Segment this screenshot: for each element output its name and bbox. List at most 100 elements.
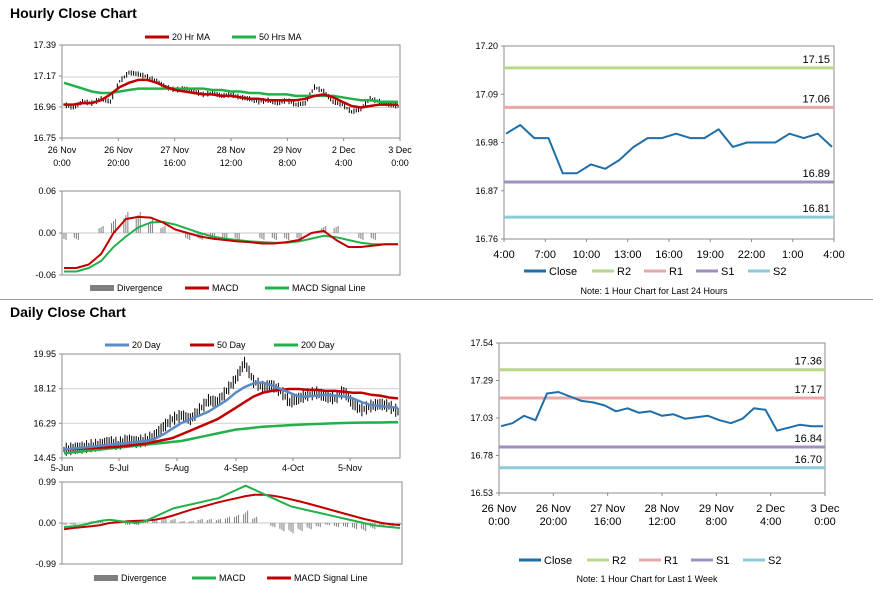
hourly-pivots-y-tick-label: 17.20 bbox=[475, 41, 498, 51]
hourly-pivots-legend-r2-label: R2 bbox=[617, 266, 631, 278]
hourly-price-x-tick-label: 20:00 bbox=[107, 158, 130, 168]
weekly-pivots-x-tick-label: 0:00 bbox=[814, 516, 835, 528]
weekly-pivots-y-tick-label: 16.53 bbox=[470, 488, 493, 498]
hourly-price-y-tick-label: 17.39 bbox=[33, 40, 56, 50]
hourly-macd-signal-line bbox=[64, 220, 398, 273]
hourly-price-y-tick-label: 17.17 bbox=[33, 71, 56, 81]
weekly-pivots-legend-s1-label: S1 bbox=[716, 555, 729, 567]
hourly-pivots-note: Note: 1 Hour Chart for Last 24 Hours bbox=[580, 286, 728, 296]
weekly-pivots-y-tick-label: 17.29 bbox=[470, 376, 493, 386]
hourly-price-x-tick-label: 8:00 bbox=[279, 158, 297, 168]
daily-20day-line bbox=[63, 381, 399, 451]
hourly-price-x-tick-label: 0:00 bbox=[53, 158, 71, 168]
hourly-price-x-tick-label: 16:00 bbox=[163, 158, 186, 168]
daily-legend-20day-label: 20 Day bbox=[132, 340, 161, 350]
hourly-macd-macd-line bbox=[64, 215, 398, 269]
hourly-pivots-legend-s1-label: S1 bbox=[721, 266, 734, 278]
weekly-pivots-x-tick-label: 4:00 bbox=[760, 516, 781, 528]
daily-price-x-tick-label: 4-Sep bbox=[224, 463, 248, 473]
hourly-price-x-tick-label: 29 Nov bbox=[273, 145, 302, 155]
hourly-price-y-tick-label: 16.75 bbox=[33, 133, 56, 143]
hourly-pivots-x-tick-label: 16:00 bbox=[655, 249, 683, 261]
section-divider bbox=[0, 299, 873, 300]
hourly-pivots-level-s2-label: 16.81 bbox=[802, 203, 830, 215]
hourly-pivots-y-tick-label: 16.98 bbox=[475, 138, 498, 148]
hourly-pivots-x-tick-label: 7:00 bbox=[535, 249, 556, 261]
weekly-pivots-close-line bbox=[500, 391, 823, 432]
hourly-20hr-ma-line bbox=[64, 78, 398, 109]
weekly-pivots-y-tick-label: 17.03 bbox=[470, 413, 493, 423]
daily-macd-legend-divergence-swatch bbox=[94, 575, 118, 581]
hourly-price-y-tick-label: 16.96 bbox=[33, 102, 56, 112]
hourly-pivots-legend-close-label: Close bbox=[549, 266, 577, 278]
hourly-pivots-frame bbox=[503, 45, 835, 240]
hourly-macd-y-tick-label: 0.06 bbox=[38, 186, 56, 196]
weekly-pivots-y-tick-label: 17.54 bbox=[470, 338, 493, 348]
weekly-pivots-x-tick-label: 29 Nov bbox=[699, 503, 734, 515]
hourly-macd-legend-divergence-swatch bbox=[90, 285, 114, 291]
weekly-pivots-level-r2-label: 17.36 bbox=[794, 356, 822, 368]
hourly-pivots-x-tick-label: 22:00 bbox=[738, 249, 766, 261]
daily-macd-y-tick-label: 0.00 bbox=[38, 518, 56, 528]
daily-50day-line bbox=[63, 387, 399, 451]
daily-price-x-tick-label: 5-Nov bbox=[338, 463, 363, 473]
hourly-price-x-tick-label: 2 Dec bbox=[332, 145, 356, 155]
hourly-price-x-tick-label: 27 Nov bbox=[160, 145, 189, 155]
weekly-pivots-frame bbox=[498, 342, 826, 494]
daily-price-y-tick-label: 16.29 bbox=[33, 418, 56, 428]
daily-price-y-tick-label: 14.45 bbox=[33, 453, 56, 463]
weekly-pivots-level-s1-label: 16.84 bbox=[794, 433, 822, 445]
daily-macd-macd-line bbox=[63, 484, 401, 529]
weekly-pivots-legend-s2-label: S2 bbox=[768, 555, 781, 567]
weekly-pivots-x-tick-label: 28 Nov bbox=[645, 503, 680, 515]
hourly-pivots-legend-s2-label: S2 bbox=[773, 266, 786, 278]
weekly-pivots-x-tick-label: 20:00 bbox=[540, 516, 568, 528]
weekly-pivots-legend-close-label: Close bbox=[544, 555, 572, 567]
daily-price-x-tick-label: 5-Jun bbox=[51, 463, 74, 473]
hourly-pivots-y-tick-label: 16.76 bbox=[475, 234, 498, 244]
hourly-price-x-tick-label: 4:00 bbox=[335, 158, 353, 168]
hourly-macd-y-tick-label: -0.06 bbox=[35, 270, 56, 280]
weekly-pivots-legend-r1-label: R1 bbox=[664, 555, 678, 567]
daily-macd-signal-line bbox=[63, 493, 401, 531]
daily-legend-50day-label: 50 Day bbox=[217, 340, 246, 350]
hourly-price-x-tick-label: 26 Nov bbox=[48, 145, 77, 155]
weekly-pivots-x-tick-label: 0:00 bbox=[488, 516, 509, 528]
hourly-pivots-x-tick-label: 19:00 bbox=[696, 249, 724, 261]
daily-macd-legend-divergence-label: Divergence bbox=[121, 573, 167, 583]
hourly-macd-legend-signal-label: MACD Signal Line bbox=[292, 283, 366, 293]
daily-price-x-tick-label: 5-Jul bbox=[109, 463, 129, 473]
hourly-pivots-x-tick-label: 10:00 bbox=[573, 249, 601, 261]
weekly-pivots-x-tick-label: 27 Nov bbox=[590, 503, 625, 515]
daily-200day-line bbox=[63, 420, 399, 455]
weekly-pivots-x-tick-label: 3 Dec bbox=[811, 503, 840, 515]
daily-macd-legend-signal-label: MACD Signal Line bbox=[294, 573, 368, 583]
weekly-pivots-level-s2-label: 16.70 bbox=[794, 454, 822, 466]
hourly-pivots-close-line bbox=[505, 124, 833, 175]
weekly-pivots-legend-r2-label: R2 bbox=[612, 555, 626, 567]
hourly-price-x-tick-label: 26 Nov bbox=[104, 145, 133, 155]
weekly-pivots-note: Note: 1 Hour Chart for Last 1 Week bbox=[577, 574, 718, 584]
hourly-pivots-x-tick-label: 13:00 bbox=[614, 249, 642, 261]
daily-legend-200day-label: 200 Day bbox=[301, 340, 335, 350]
weekly-pivots-x-tick-label: 26 Nov bbox=[482, 503, 517, 515]
hourly-pivots-x-tick-label: 4:00 bbox=[493, 249, 514, 261]
weekly-pivots-x-tick-label: 8:00 bbox=[706, 516, 727, 528]
hourly-section-title: Hourly Close Chart bbox=[10, 5, 137, 21]
hourly-pivots-legend-r1-label: R1 bbox=[669, 266, 683, 278]
hourly-price-x-tick-label: 0:00 bbox=[391, 158, 409, 168]
hourly-pivots-y-tick-label: 16.87 bbox=[475, 186, 498, 196]
hourly-pivots-x-tick-label: 1:00 bbox=[782, 249, 803, 261]
hourly-pivots-level-s1-label: 16.89 bbox=[802, 168, 830, 180]
weekly-pivots-x-tick-label: 16:00 bbox=[594, 516, 622, 528]
weekly-pivots-x-tick-label: 26 Nov bbox=[536, 503, 571, 515]
hourly-price-x-tick-label: 12:00 bbox=[220, 158, 243, 168]
daily-macd-legend-macd-label: MACD bbox=[219, 573, 246, 583]
hourly-pivots-y-tick-label: 17.09 bbox=[475, 89, 498, 99]
hourly-macd-legend-divergence-label: Divergence bbox=[117, 283, 163, 293]
hourly-price-x-tick-label: 28 Nov bbox=[217, 145, 246, 155]
hourly-pivots-level-r2-label: 17.15 bbox=[802, 54, 830, 66]
hourly-price-x-tick-label: 3 Dec bbox=[388, 145, 412, 155]
hourly-legend-50hrs-ma-label: 50 Hrs MA bbox=[259, 32, 302, 42]
hourly-50hr-ma-line bbox=[63, 81, 398, 103]
